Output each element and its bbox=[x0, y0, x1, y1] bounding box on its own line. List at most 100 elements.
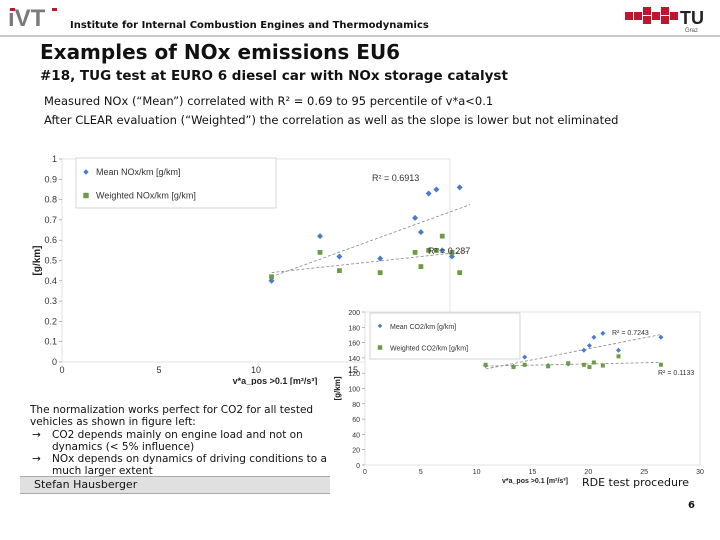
legend-label: Weighted NOx/km [g/km] bbox=[96, 191, 196, 201]
y-tick-label: 100 bbox=[348, 387, 360, 394]
data-point-weighted bbox=[434, 247, 439, 253]
tu-logo-subtext: Graz bbox=[685, 28, 698, 34]
slide-header: iVT Institute for Internal Combustion En… bbox=[0, 0, 720, 37]
data-point-mean bbox=[377, 255, 384, 262]
data-point-weighted bbox=[418, 264, 424, 269]
footer-bar bbox=[20, 476, 330, 494]
y-tick-label: 120 bbox=[348, 371, 360, 378]
institute-name: Institute for Internal Combustion Engine… bbox=[70, 20, 429, 31]
data-point-weighted bbox=[457, 270, 463, 276]
tu-logo-text: TU bbox=[680, 8, 704, 28]
r-squared-label: R² = 0.7243 bbox=[612, 330, 649, 337]
y-tick-label: 80 bbox=[352, 402, 360, 409]
y-tick-label: 0.7 bbox=[44, 215, 57, 225]
legend bbox=[369, 312, 521, 360]
note-item-text: CO2 depends mainly on engine load and no… bbox=[52, 428, 303, 453]
x-tick-label: 15 bbox=[348, 365, 358, 375]
data-point-weighted bbox=[522, 362, 527, 367]
x-tick-label: 10 bbox=[251, 365, 261, 375]
x-tick-label: 20 bbox=[584, 469, 592, 476]
x-tick-label: 30 bbox=[696, 469, 704, 476]
legend-marker-mean bbox=[377, 323, 383, 329]
data-point-weighted bbox=[591, 360, 596, 365]
data-point-mean bbox=[600, 330, 606, 336]
data-point-weighted bbox=[616, 354, 621, 359]
y-tick-label: 60 bbox=[352, 417, 360, 424]
co2-scatter-chart: 0 20 40 60 80 100 120 140 160 180 200 0 5 10 15 20 25 30 v… bbox=[333, 310, 704, 485]
data-point-mean bbox=[586, 343, 592, 349]
x-tick-label: 25 bbox=[640, 469, 648, 476]
data-point-mean bbox=[591, 334, 597, 340]
data-point-weighted bbox=[317, 249, 323, 255]
data-point-mean bbox=[336, 253, 343, 260]
bullet-2: After CLEAR evaluation (“Weighted”) the … bbox=[44, 113, 619, 127]
data-point-weighted bbox=[600, 363, 605, 368]
y-axis-label: [g/km] bbox=[32, 246, 43, 276]
data-point-weighted bbox=[377, 270, 383, 276]
data-point-weighted bbox=[587, 365, 592, 370]
nox-scatter-chart: 00.10.20.30.40.50.60.70.80.910 5 10 15v*a_p… bbox=[32, 154, 470, 385]
y-tick-label: 160 bbox=[348, 341, 360, 348]
header-divider bbox=[0, 35, 720, 37]
legend-label: Mean NOx/km [g/km] bbox=[96, 167, 181, 177]
data-point-weighted bbox=[511, 365, 516, 370]
x-axis-label: v*a_pos >0.1 [m²/s³] bbox=[233, 376, 318, 385]
data-point-weighted bbox=[449, 249, 455, 255]
y-tick-label: 0.9 bbox=[44, 174, 57, 184]
note-item-2: → NOx depends on dynamics of driving con… bbox=[30, 453, 335, 478]
y-tick-label: 0.2 bbox=[44, 316, 57, 326]
data-point-mean bbox=[425, 190, 432, 197]
y-tick-label: 0.5 bbox=[44, 256, 57, 266]
x-tick-label: 0 bbox=[363, 469, 367, 476]
data-point-weighted bbox=[566, 361, 571, 366]
x-axis-label: v*a_pos >0.1 [m²/s³] bbox=[502, 478, 568, 485]
arrow-icon: → bbox=[32, 428, 41, 441]
data-point-mean bbox=[448, 253, 455, 260]
data-point-mean bbox=[581, 347, 587, 353]
data-point-weighted bbox=[581, 362, 586, 367]
note-item-1: → CO2 depends mainly on engine load and … bbox=[30, 429, 335, 454]
slide-subtitle: #18, TUG test at EURO 6 diesel car with … bbox=[40, 68, 508, 84]
tu-graz-logo: TU Graz bbox=[625, 7, 704, 34]
normalization-note: The normalization works perfect for CO2 … bbox=[30, 404, 335, 478]
data-point-weighted bbox=[269, 274, 274, 280]
x-tick-label: 5 bbox=[156, 365, 161, 375]
data-point-mean bbox=[522, 354, 528, 360]
slide-title: Examples of NOx emissions EU6 bbox=[40, 40, 401, 64]
data-point-mean bbox=[615, 347, 621, 353]
data-point-weighted bbox=[337, 268, 342, 274]
y-tick-label: 40 bbox=[352, 432, 360, 439]
data-point-mean bbox=[317, 233, 324, 240]
data-point-mean bbox=[417, 229, 424, 236]
y-tick-label: 0.3 bbox=[44, 296, 57, 306]
trend-line bbox=[271, 204, 470, 278]
ivt-logo: iVT bbox=[8, 5, 57, 32]
legend-marker-weighted bbox=[83, 192, 89, 199]
trend-line bbox=[485, 362, 661, 367]
legend-marker-weighted bbox=[377, 345, 383, 350]
bullet-1: Measured NOx (“Mean”) correlated with R²… bbox=[44, 94, 494, 108]
y-tick-label: 0.1 bbox=[44, 337, 57, 347]
footer-topic: RDE test procedure bbox=[582, 476, 689, 489]
legend-label: Weighted CO2/km [g/km] bbox=[390, 346, 468, 353]
y-axis-label: [g/km] bbox=[333, 376, 342, 400]
data-point-weighted bbox=[439, 233, 445, 239]
legend-label: Mean CO2/km [g/km] bbox=[390, 324, 456, 331]
trend-line bbox=[271, 250, 470, 274]
y-tick-label: 20 bbox=[352, 448, 360, 455]
data-point-mean bbox=[433, 186, 440, 193]
r-squared-label: R² = 0.2873 bbox=[428, 246, 470, 256]
data-point-weighted bbox=[658, 362, 663, 367]
note-item-text: NOx depends on dynamics of driving condi… bbox=[52, 453, 327, 478]
y-tick-label: 180 bbox=[348, 325, 360, 332]
y-tick-label: 0.6 bbox=[44, 235, 57, 245]
y-tick-label: 140 bbox=[348, 356, 360, 363]
data-point-mean bbox=[412, 214, 419, 221]
data-point-weighted bbox=[412, 249, 418, 255]
y-tick-label: 0 bbox=[52, 357, 57, 367]
data-point-weighted bbox=[426, 247, 432, 253]
legend bbox=[75, 157, 277, 209]
data-point-weighted bbox=[483, 362, 488, 367]
y-tick-label: 200 bbox=[348, 310, 360, 317]
y-tick-label: 0 bbox=[356, 463, 360, 470]
